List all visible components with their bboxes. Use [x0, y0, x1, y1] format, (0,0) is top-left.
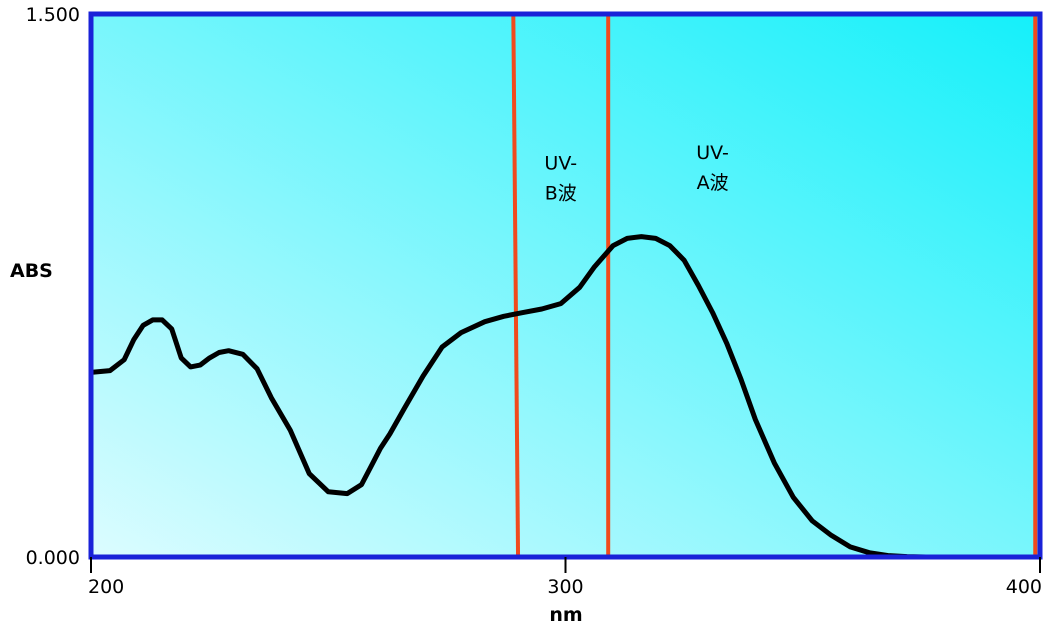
y-tick-label: 1.500: [26, 4, 80, 26]
region-label-line: UV-: [696, 142, 729, 164]
region-labels: UV- B波 UV- A波: [544, 142, 728, 205]
region-label-line: UV-: [544, 153, 577, 175]
region-label-2: UV- A波: [696, 142, 729, 194]
band-line-1: [511, 13, 521, 558]
curve-layer: [88, 234, 948, 560]
x-axis-ticks: 200 300 400: [88, 557, 1042, 598]
absorbance-curve: [88, 234, 948, 560]
x-tick-label: 400: [1006, 576, 1042, 598]
y-axis-ticks: 0.000 1.500: [26, 4, 80, 569]
region-label-line: B波: [545, 183, 577, 205]
y-axis-title: ABS: [10, 260, 53, 282]
x-tick-label: 300: [547, 576, 583, 598]
region-label-1: UV- B波: [544, 153, 577, 205]
x-tick-label: 200: [88, 576, 124, 598]
region-label-line: A波: [697, 172, 729, 194]
band-lines: [511, 13, 1038, 558]
y-tick-label: 0.000: [26, 547, 80, 569]
plot-area: [91, 14, 1040, 557]
x-axis-title: nm: [549, 604, 582, 625]
